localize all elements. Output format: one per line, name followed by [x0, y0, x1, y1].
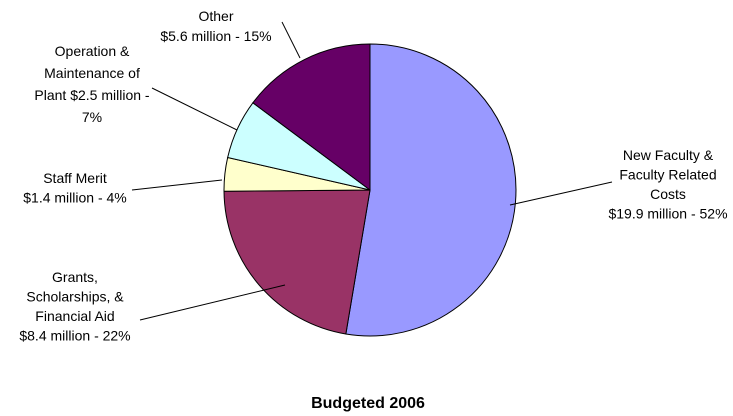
slice-label-line: $19.9 million - 52% [608, 206, 727, 222]
leader-lines [131, 21, 613, 321]
slice-label-line: Plant $2.5 million - [34, 87, 150, 103]
slice-label-other: Other $5.6 million - 15% [160, 8, 271, 44]
slice-label-staff-merit: Staff Merit $1.4 million - 4% [23, 170, 127, 206]
slice-label-line: Costs [650, 186, 686, 202]
leader-line-new-faculty-faculty-related-costs [509, 181, 613, 206]
pie-slices [223, 43, 517, 337]
leader-line-other [281, 21, 301, 59]
slice-label-line: Maintenance of [44, 65, 140, 81]
slice-label-operation-maintenance-of-plant: Operation & Maintenance of Plant $2.5 mill… [34, 43, 150, 125]
leader-line-grants-scholarships-financial-aid [139, 284, 286, 321]
pie-slice-other [252, 43, 371, 191]
pie-slice-grants-scholarships-financial-aid [223, 189, 371, 335]
slice-label-new-faculty-faculty-related-costs: New Faculty & Faculty Related Costs $19.9 m… [608, 147, 727, 222]
slice-label-line: Other [198, 8, 233, 24]
slice-label-line: Faculty Related [619, 167, 716, 183]
slice-label-line: $1.4 million - 4% [23, 190, 127, 206]
leader-line-operation-maintenance-of-plant [151, 87, 238, 131]
chart-title: Budgeted 2006 [311, 395, 425, 412]
slice-label-line: Grants, [52, 269, 98, 285]
slice-label-grants-scholarships-financial-aid: Grants, Scholarships, & Financial Aid $8.4 … [19, 269, 130, 344]
slice-label-line: $8.4 million - 22% [19, 328, 130, 344]
slice-label-line: Operation & [55, 43, 130, 59]
pie-slice-new-faculty-faculty-related-costs [345, 43, 517, 337]
leader-line-staff-merit [131, 179, 223, 191]
slice-label-line: New Faculty & [623, 147, 714, 163]
slice-labels: New Faculty & Faculty Related Costs $19.9 m… [19, 8, 727, 344]
slice-label-line: Scholarships, & [26, 289, 124, 305]
slice-label-line: 7% [82, 109, 102, 125]
slice-label-line: $5.6 million - 15% [160, 28, 271, 44]
slice-label-line: Financial Aid [35, 308, 114, 324]
slice-label-line: Staff Merit [43, 170, 107, 186]
